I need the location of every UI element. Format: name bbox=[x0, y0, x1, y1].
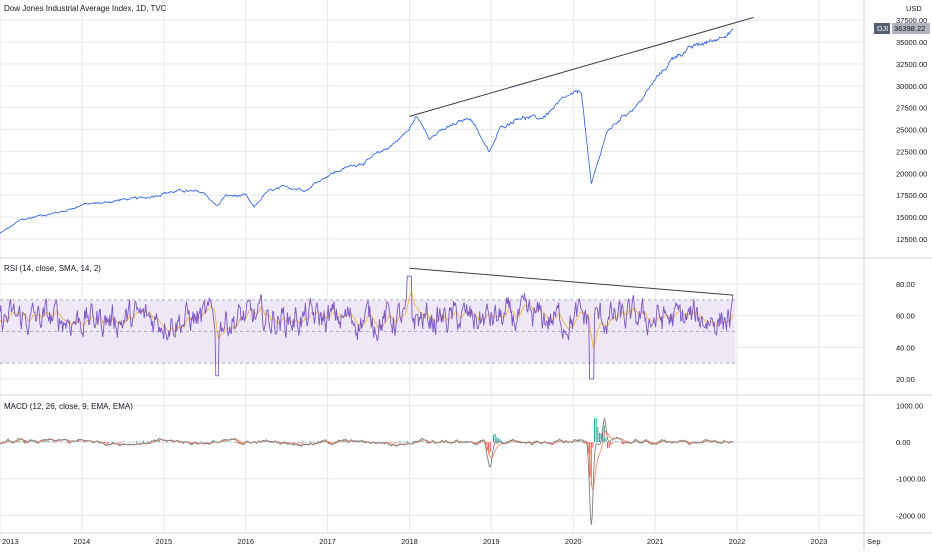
macd-series-layer bbox=[0, 416, 734, 525]
symbol-badge-label: DJI bbox=[877, 24, 888, 33]
time-axis-tick-label: 2014 bbox=[74, 537, 91, 546]
macd-pane-title: MACD (12, 26, close, 9, EMA, EMA) bbox=[4, 402, 133, 411]
price-scale-tick-label: 20.00 bbox=[896, 375, 915, 384]
time-axis-tick-label: 2019 bbox=[483, 537, 500, 546]
time-axis-tick-label: 2018 bbox=[401, 537, 418, 546]
rsi-trendline[interactable] bbox=[409, 267, 734, 296]
time-axis-tick-label: 2017 bbox=[319, 537, 336, 546]
price-scale-tick-label: 12500.00 bbox=[896, 235, 927, 244]
price-line bbox=[0, 28, 734, 234]
price-scale-tick-label: 32500.00 bbox=[896, 60, 927, 69]
trendline-layer[interactable] bbox=[409, 17, 754, 296]
price-scale-tick-label: 15000.00 bbox=[896, 213, 927, 222]
price-scale-tick-label: 25000.00 bbox=[896, 126, 927, 135]
price-scale-tick-label: 40.00 bbox=[896, 343, 915, 352]
rsi-ma-line bbox=[0, 291, 734, 350]
price-scale-tick-label: 22500.00 bbox=[896, 147, 927, 156]
price-scale-tick-label: 1000.00 bbox=[896, 401, 923, 410]
symbol-badge[interactable] bbox=[874, 23, 890, 34]
price-scale-tick-label: 30000.00 bbox=[896, 82, 927, 91]
price-scale-tick-label: -2000.00 bbox=[896, 511, 926, 520]
price-scale-tick-label: 0.00 bbox=[896, 438, 911, 447]
price-scale-tick-label: 35000.00 bbox=[896, 38, 927, 47]
last-price-label: 36398.22 bbox=[894, 24, 925, 33]
price-scale-tick-label: 27500.00 bbox=[896, 104, 927, 113]
macd-line bbox=[0, 416, 734, 525]
price-series-layer bbox=[0, 28, 734, 234]
rsi-series-layer bbox=[0, 275, 734, 380]
price-scale-tick-label: 37500.00 bbox=[896, 16, 927, 25]
price-scale-tick-label: 60.00 bbox=[896, 312, 915, 321]
time-axis-tick-label: Sep bbox=[867, 537, 880, 546]
price-scale-tick-label: 20000.00 bbox=[896, 169, 927, 178]
time-axis-tick-label: 2016 bbox=[237, 537, 254, 546]
last-price-badge[interactable] bbox=[892, 23, 930, 34]
rsi-band-layer bbox=[0, 299, 736, 364]
time-axis-tick-label: 2022 bbox=[729, 537, 746, 546]
time-axis-tick-label: 2020 bbox=[565, 537, 582, 546]
price-scale-tick-label: -1000.00 bbox=[896, 475, 926, 484]
rsi-line bbox=[0, 275, 734, 380]
price-trendline[interactable] bbox=[409, 17, 754, 117]
time-axis-tick-label: 2021 bbox=[647, 537, 664, 546]
currency-label: USD bbox=[906, 4, 922, 13]
time-axis-tick-label: 2023 bbox=[811, 537, 828, 546]
rsi-pane-title: RSI (14, close, SMA, 14, 2) bbox=[4, 264, 101, 273]
price-scale-tick-label: 17500.00 bbox=[896, 191, 927, 200]
price-scale-tick-label: 80.00 bbox=[896, 280, 915, 289]
time-axis-labels[interactable]: 2013 2014 2015 2016 2017 2018 2019 2020 2021 2022… bbox=[2, 537, 881, 546]
time-axis-tick-label: 2013 bbox=[2, 537, 19, 546]
price-scale-labels[interactable]: 37500.00 35000.00 32500.00 30000.00 27500.00… bbox=[896, 16, 927, 520]
price-pane-title: Dow Jones Industrial Average Index, 1D, … bbox=[4, 4, 167, 13]
time-axis-tick-label: 2015 bbox=[155, 537, 172, 546]
